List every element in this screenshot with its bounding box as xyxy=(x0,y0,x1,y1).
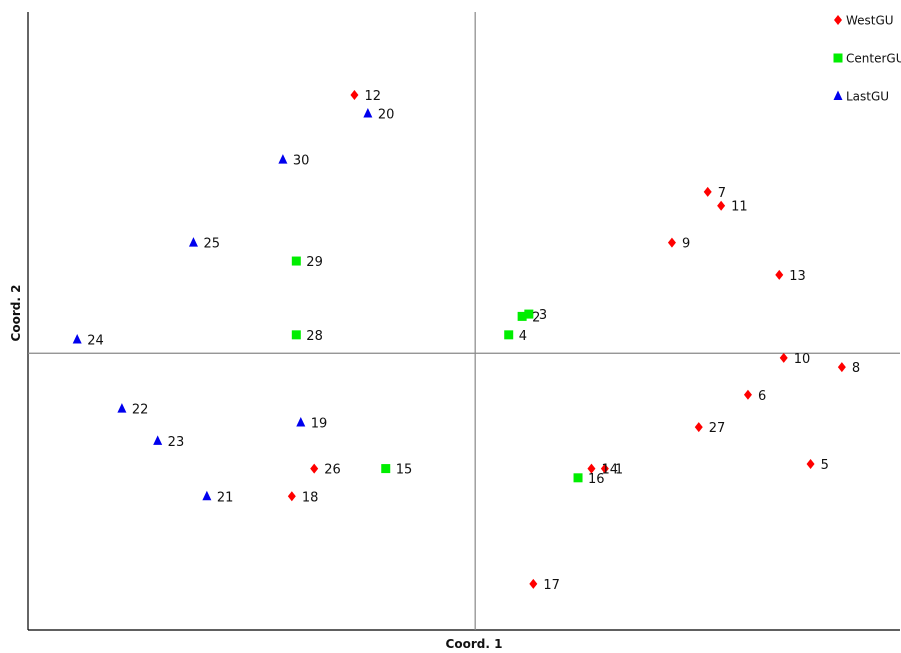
point-label-24: 24 xyxy=(87,333,104,348)
point-label-29: 29 xyxy=(306,255,323,270)
point-12 xyxy=(350,90,359,101)
point-17 xyxy=(529,578,538,589)
point-20 xyxy=(363,107,373,118)
point-label-17: 17 xyxy=(543,578,560,593)
point-24 xyxy=(72,333,82,344)
point-label-22: 22 xyxy=(132,403,149,418)
point-14 xyxy=(587,463,596,474)
data-points xyxy=(72,90,846,589)
point-15 xyxy=(381,464,391,474)
point-label-21: 21 xyxy=(217,490,234,505)
point-1 xyxy=(600,463,609,474)
legend-label-WestGU: WestGU xyxy=(846,14,894,28)
point-3 xyxy=(524,309,534,319)
point-label-28: 28 xyxy=(306,329,323,344)
point-label-10: 10 xyxy=(794,352,811,367)
point-label-1: 1 xyxy=(615,463,623,478)
point-19 xyxy=(296,416,306,427)
point-5 xyxy=(806,458,815,469)
point-label-9: 9 xyxy=(682,237,690,252)
point-8 xyxy=(837,362,846,373)
point-label-30: 30 xyxy=(293,154,310,169)
point-label-6: 6 xyxy=(758,389,766,404)
point-label-23: 23 xyxy=(168,435,185,450)
point-label-11: 11 xyxy=(731,200,748,215)
point-label-3: 3 xyxy=(539,308,547,323)
point-18 xyxy=(287,491,296,502)
point-label-13: 13 xyxy=(789,269,806,284)
point-label-16: 16 xyxy=(588,472,605,487)
legend-marker-CenterGU xyxy=(833,53,843,63)
legend-label-CenterGU: CenterGU xyxy=(846,52,901,66)
point-7 xyxy=(703,186,712,197)
point-25 xyxy=(188,237,198,247)
point-11 xyxy=(717,200,726,211)
legend-marker-LastGU xyxy=(833,90,843,100)
point-labels: 1271191310862751411726182928234151620302… xyxy=(87,89,860,593)
point-4 xyxy=(504,330,514,340)
point-21 xyxy=(202,490,212,501)
point-27 xyxy=(694,422,703,433)
point-29 xyxy=(291,256,301,266)
point-9 xyxy=(667,237,676,248)
point-label-18: 18 xyxy=(302,490,319,505)
point-22 xyxy=(117,403,127,413)
point-label-20: 20 xyxy=(378,107,395,122)
point-28 xyxy=(291,330,301,340)
point-label-25: 25 xyxy=(203,237,220,252)
y-axis-title: Coord. 2 xyxy=(9,285,23,342)
point-6 xyxy=(743,389,752,400)
point-label-7: 7 xyxy=(718,186,726,201)
x-axis-title: Coord. 1 xyxy=(446,637,503,651)
point-label-15: 15 xyxy=(396,463,413,478)
plot-frame xyxy=(27,12,900,631)
point-label-19: 19 xyxy=(311,416,328,431)
point-2 xyxy=(517,311,527,321)
point-label-14: 14 xyxy=(601,463,618,478)
point-label-4: 4 xyxy=(519,329,527,344)
point-label-8: 8 xyxy=(852,361,860,376)
point-10 xyxy=(779,352,788,363)
point-26 xyxy=(310,463,319,474)
legend-marker-WestGU xyxy=(834,15,842,25)
legend: WestGU CenterGU LastGU xyxy=(833,14,901,104)
point-label-5: 5 xyxy=(821,458,829,473)
point-label-2: 2 xyxy=(532,310,540,325)
point-label-12: 12 xyxy=(364,89,381,104)
point-label-26: 26 xyxy=(324,463,341,478)
point-13 xyxy=(775,269,784,280)
point-16 xyxy=(573,473,583,483)
point-30 xyxy=(278,154,288,164)
point-23 xyxy=(153,435,163,445)
point-label-27: 27 xyxy=(709,421,726,436)
legend-label-LastGU: LastGU xyxy=(846,90,889,104)
